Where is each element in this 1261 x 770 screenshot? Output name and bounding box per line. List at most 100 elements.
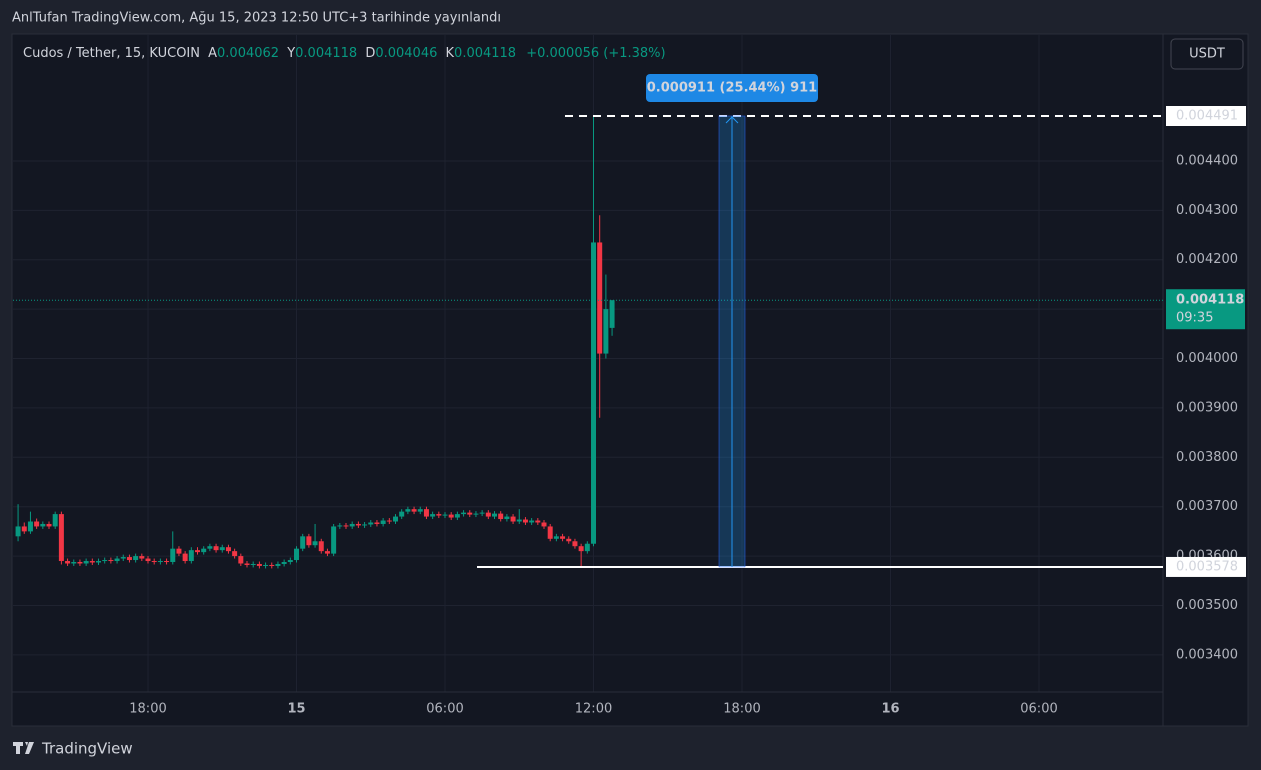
candle-body xyxy=(423,509,429,517)
measure-label: 0.000911 (25.44%) 911 xyxy=(647,81,817,96)
candle-body xyxy=(213,546,219,551)
candle-body xyxy=(454,514,460,518)
candle-body xyxy=(182,553,188,562)
currency-label[interactable]: USDT xyxy=(1189,47,1225,62)
candle-body xyxy=(609,300,615,328)
candle-body xyxy=(417,509,423,512)
y-tick-label: 0.003500 xyxy=(1176,598,1238,613)
symbol-title: Cudos / Tether, 15, KUCOIN xyxy=(23,46,200,61)
candle-body xyxy=(89,561,95,563)
candle-body xyxy=(71,562,77,564)
candle-body xyxy=(566,538,572,542)
candle-body xyxy=(300,536,306,549)
last-price-tag xyxy=(1166,289,1245,330)
y-tick-label: 0.004000 xyxy=(1176,351,1238,366)
y-tick-label: 0.004400 xyxy=(1176,153,1238,168)
candle-body xyxy=(337,525,343,527)
ohlc-value: 0.004046 xyxy=(375,46,437,61)
candle-body xyxy=(584,543,590,552)
candle-body xyxy=(597,242,603,354)
candle-body xyxy=(15,526,21,537)
candle-body xyxy=(436,514,442,516)
countdown-label: 09:35 xyxy=(1176,311,1213,326)
candle-body xyxy=(250,563,256,565)
ohlc-key: Y xyxy=(286,46,295,61)
candle-body xyxy=(380,520,386,524)
candle-body xyxy=(578,546,584,552)
candle-body xyxy=(572,541,578,547)
ohlc-value: 0.004118 xyxy=(295,46,357,61)
candle-body xyxy=(275,563,281,566)
candle-body xyxy=(157,561,163,563)
x-tick-label: 06:00 xyxy=(1020,702,1057,717)
currency-button[interactable] xyxy=(1170,38,1244,70)
candle-body xyxy=(516,519,522,522)
candle-body xyxy=(263,564,269,566)
ohlc-key: D xyxy=(365,46,375,61)
candle-body xyxy=(34,521,40,527)
y-tick-label: 0.004200 xyxy=(1176,252,1238,267)
candle-body xyxy=(46,523,52,527)
candle-body xyxy=(448,514,454,518)
candle-body xyxy=(232,551,238,557)
candle-body xyxy=(188,550,194,562)
candle-body xyxy=(225,547,231,552)
ohlc-value: 0.004062 xyxy=(217,46,279,61)
candle-body xyxy=(343,525,349,527)
candle-body xyxy=(21,526,27,532)
price-level-tag xyxy=(1166,106,1246,127)
x-tick-label: 12:00 xyxy=(575,702,612,717)
y-tick-label: 0.004300 xyxy=(1176,203,1238,218)
x-tick-label: 06:00 xyxy=(426,702,463,717)
marks xyxy=(15,116,615,569)
candle-body xyxy=(355,523,361,526)
change: +0.000056 (+1.38%) xyxy=(526,46,665,61)
candle-body xyxy=(269,564,275,566)
candle-body xyxy=(294,548,300,561)
candle-body xyxy=(510,516,516,522)
candle-body xyxy=(442,514,448,516)
candle-body xyxy=(176,548,182,554)
y-tick-label: 0.003900 xyxy=(1176,400,1238,415)
measure-label-box xyxy=(646,74,818,102)
price-level-tag xyxy=(1166,556,1246,577)
legend: Cudos / Tether, 15, KUCOIN A0.004062 Y0.… xyxy=(23,46,666,61)
candle-body xyxy=(479,512,485,514)
candle-body xyxy=(281,562,287,564)
candle-body xyxy=(219,547,225,551)
candle-body xyxy=(65,561,71,564)
candle-body xyxy=(504,516,510,520)
candle-body xyxy=(52,514,58,527)
candle-body xyxy=(102,560,108,562)
footer-logo: TradingView xyxy=(13,740,133,758)
candle-body xyxy=(114,558,120,562)
chart-panel xyxy=(11,33,1249,727)
overlay: 0.000911 (25.44%) 911 0.004491 0.003578 0.0… xyxy=(13,74,1246,577)
candle-body xyxy=(430,514,436,517)
candle-body xyxy=(207,546,213,549)
candle-body xyxy=(535,520,541,523)
candle-body xyxy=(151,561,157,563)
candle-body xyxy=(287,560,293,563)
candle-body xyxy=(58,514,64,562)
candle-body xyxy=(393,516,399,522)
candle-body xyxy=(485,512,491,517)
price-level-label: 0.004491 xyxy=(1176,109,1238,124)
candle-body xyxy=(238,556,244,564)
logo-icon xyxy=(13,742,34,754)
last-price-label: 0.004118 xyxy=(1176,293,1244,308)
candle-body xyxy=(40,523,46,527)
candle-body xyxy=(312,541,318,546)
candle-body xyxy=(126,557,132,561)
candle-body xyxy=(164,561,170,563)
y-tick-label: 0.003800 xyxy=(1176,450,1238,465)
candle-body xyxy=(362,524,368,526)
candle-body xyxy=(96,561,102,563)
logo-text: TradingView xyxy=(41,740,133,758)
candle-body xyxy=(492,513,498,517)
candle-body xyxy=(541,522,547,527)
candle-body xyxy=(27,521,33,532)
measure-arrow-head xyxy=(725,116,739,124)
candle-body xyxy=(399,511,405,517)
